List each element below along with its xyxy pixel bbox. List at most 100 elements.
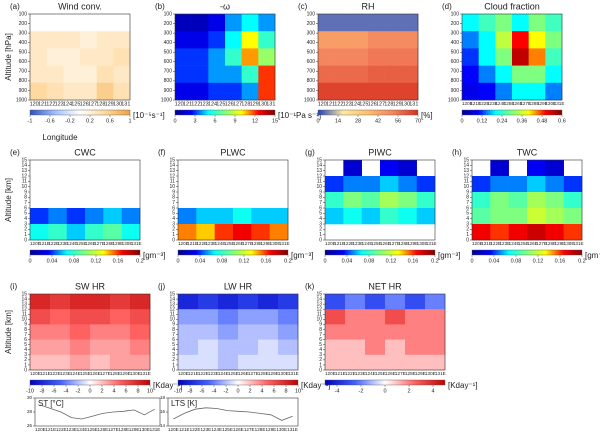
colorbar-tick-label: 1 bbox=[128, 118, 131, 124]
heatmap-cell bbox=[198, 309, 219, 325]
heatmap-cell bbox=[30, 339, 51, 356]
y-tick-label: 4 bbox=[172, 216, 175, 222]
x-tick-label: 121E bbox=[45, 427, 56, 432]
heatmap-cell bbox=[545, 48, 563, 66]
heatmap-cell bbox=[30, 82, 47, 101]
heatmap-cell bbox=[175, 65, 192, 84]
x-tick-label: 122 bbox=[191, 101, 200, 107]
colorbar bbox=[29, 379, 151, 386]
y-tick-label: 11 bbox=[170, 312, 175, 318]
x-tick-label: 124E bbox=[495, 101, 506, 106]
panel-label: (b) bbox=[155, 2, 165, 11]
heatmap-cell bbox=[528, 31, 546, 49]
x-tick-label: 120E bbox=[472, 241, 483, 246]
y-tick-label: 9 bbox=[24, 322, 27, 328]
y-tick-label: 400 bbox=[19, 40, 28, 46]
colorbar-tick-label: 0.16 bbox=[555, 258, 566, 264]
y-tick-label: 14 bbox=[316, 163, 322, 169]
y-tick-label: 200 bbox=[307, 21, 316, 27]
heatmap-cell bbox=[110, 309, 131, 325]
colorbar-tick-label: 0.12 bbox=[386, 258, 397, 264]
heatmap-cell bbox=[495, 82, 513, 101]
heatmap-cell bbox=[70, 309, 91, 325]
x-tick-label: 120 bbox=[30, 101, 39, 107]
plot-frame bbox=[29, 293, 151, 371]
colorbar bbox=[324, 379, 446, 386]
colorbar bbox=[174, 109, 276, 116]
y-tick-label: 6 bbox=[24, 205, 27, 211]
colorbar-tick-label: -6 bbox=[52, 388, 57, 394]
heatmap-cell bbox=[90, 324, 111, 340]
plot-frame bbox=[461, 13, 563, 101]
panel-title: -ω bbox=[220, 1, 230, 11]
heatmap-cell bbox=[214, 224, 234, 241]
heatmap-cell bbox=[46, 65, 64, 84]
colorbar-tick-label: -8 bbox=[40, 388, 45, 394]
heatmap-cell bbox=[191, 48, 209, 66]
x-tick-label: 131E bbox=[287, 427, 298, 432]
y-tick-label: 3 bbox=[172, 221, 175, 227]
panel-title: ST [°C] bbox=[38, 399, 64, 408]
heatmap-cell bbox=[278, 339, 299, 356]
x-tick-label: 120E bbox=[178, 371, 189, 376]
x-tick-label: 126 bbox=[80, 101, 89, 107]
heatmap-cell bbox=[130, 354, 151, 371]
colorbar-tick-label: 6 bbox=[272, 388, 275, 394]
y-tick-label: 7 bbox=[466, 200, 469, 206]
heatmap-cell bbox=[258, 294, 279, 310]
x-tick-label: 120 bbox=[318, 101, 327, 107]
heatmap-cell bbox=[85, 208, 104, 225]
colorbar-label: [gm⁻³] bbox=[291, 251, 313, 260]
x-tick-label: 125E bbox=[518, 241, 529, 246]
y-tick-label: 14 bbox=[169, 163, 175, 169]
heatmap-cell bbox=[345, 324, 366, 340]
x-tick-label: 122E bbox=[479, 101, 490, 106]
y-tick-label: 400 bbox=[164, 40, 173, 46]
x-tick-label: 128E bbox=[405, 371, 416, 376]
y-tick-label: 600 bbox=[19, 59, 28, 65]
heatmap-cell bbox=[527, 160, 546, 177]
heatmap-cell bbox=[398, 208, 417, 225]
colorbar-label: [Kday⁻¹] bbox=[301, 381, 331, 390]
x-tick-label: 122E bbox=[48, 241, 59, 246]
y-tick-label: 2 bbox=[172, 227, 175, 233]
colorbar-tick-label: -4 bbox=[64, 388, 69, 394]
colorbar-tick-label: 0.2 bbox=[431, 258, 439, 264]
heatmap-cell bbox=[545, 208, 564, 225]
x-tick-label: 127E bbox=[242, 241, 253, 246]
heatmap-cell bbox=[495, 14, 513, 32]
x-tick-label: 124E bbox=[77, 427, 88, 432]
x-tick-label: 124E bbox=[67, 241, 78, 246]
y-tick-label: 800 bbox=[307, 78, 316, 84]
colorbar-tick-label: -2 bbox=[359, 388, 364, 394]
y-tick-label: 200 bbox=[164, 21, 173, 27]
x-tick-label: 121E bbox=[470, 101, 481, 106]
heatmap-cell bbox=[66, 208, 86, 225]
heatmap-cell bbox=[63, 82, 81, 101]
y-tick-label: 900 bbox=[451, 88, 460, 94]
heatmap-cell bbox=[365, 339, 386, 356]
colorbar-tick-label: -6 bbox=[200, 388, 205, 394]
colorbar bbox=[29, 109, 131, 116]
colorbar-tick-label: 0.16 bbox=[113, 258, 124, 264]
colorbar-label: [gm⁻³] bbox=[143, 251, 165, 260]
heatmap-cell bbox=[238, 339, 259, 356]
heatmap-cell bbox=[30, 354, 51, 371]
y-tick-label: 5 bbox=[319, 211, 322, 217]
y-tick-label: 900 bbox=[19, 88, 28, 94]
heatmap-cell bbox=[46, 82, 64, 101]
heatmap-cell bbox=[563, 224, 583, 241]
colorbar-tick-label: 42 bbox=[375, 118, 381, 124]
x-tick-label: 127E bbox=[244, 427, 255, 432]
y-tick-label: 300 bbox=[451, 30, 460, 36]
y-tick-label: 4 bbox=[172, 347, 175, 353]
colorbar-tick-label: 70 bbox=[415, 118, 421, 124]
heatmap-cell bbox=[50, 339, 71, 356]
colorbar-tick-label: 2 bbox=[100, 388, 103, 394]
colorbar bbox=[177, 249, 289, 256]
x-tick-label: 126 bbox=[225, 101, 234, 107]
heatmap-cell bbox=[545, 160, 564, 177]
x-tick-label: 120E bbox=[168, 427, 179, 432]
y-tick-label: 2 bbox=[319, 357, 322, 363]
heatmap-cell bbox=[365, 309, 386, 325]
